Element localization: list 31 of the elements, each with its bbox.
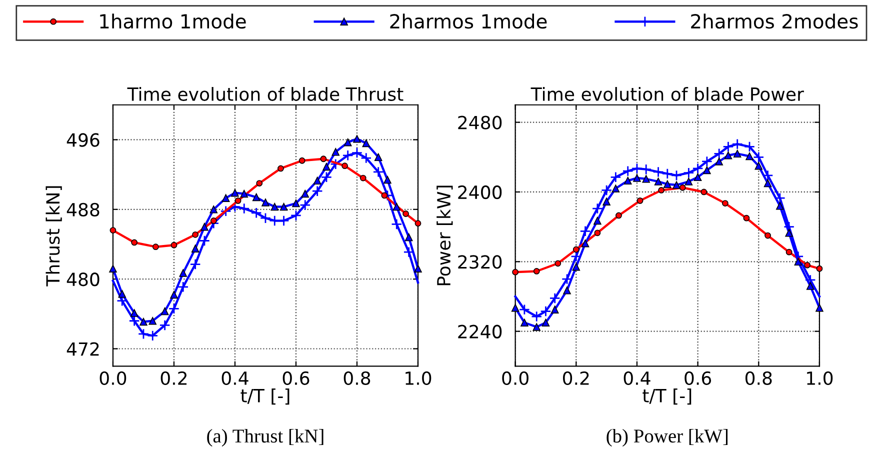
x-tick-label: 1.0 — [807, 371, 833, 386]
x-tick-label: 0.8 — [745, 371, 772, 386]
x-tick-label: 0.0 — [502, 371, 528, 386]
x-tick-label: 0.6 — [282, 371, 310, 386]
y-tick-label: 496 — [66, 133, 100, 147]
y-tick-label: 2240 — [458, 324, 502, 338]
x-axis-title: t/T [-] — [642, 388, 692, 405]
x-tick-label: 0.8 — [344, 371, 370, 386]
text: (a) Thrust [kN] — [207, 428, 324, 447]
x-tick-label: 0.2 — [160, 371, 187, 386]
x-tick-label: 0.2 — [562, 371, 589, 386]
x-tick-label: 0.4 — [624, 371, 650, 386]
x-tick-label: 0.0 — [100, 371, 126, 386]
y-tick-label: 2320 — [458, 255, 502, 269]
y-axis-title: Thrust [kN] — [46, 186, 62, 286]
x-axis-title: t/T [-] — [240, 388, 290, 405]
legend-label: 2harmos 1mode — [390, 14, 547, 29]
x-tick-label: 0.4 — [222, 371, 248, 386]
y-tick-label: 488 — [66, 202, 100, 217]
y-tick-label: 472 — [66, 342, 99, 356]
x-tick-label: 0.6 — [684, 371, 712, 386]
y-tick-label: 2480 — [458, 116, 502, 130]
chart-title: Time evolution of blade Power — [530, 86, 804, 101]
y-tick-label: 480 — [66, 272, 100, 286]
x-tick-label: 1.0 — [406, 371, 432, 386]
chart-title: Time evolution of blade Thrust — [127, 86, 404, 101]
text: (b) Power [kW] — [606, 428, 728, 447]
legend-label: 1harmo 1mode — [100, 14, 246, 29]
y-axis-title: Power [kW] — [436, 186, 453, 286]
y-tick-label: 2400 — [458, 185, 502, 200]
legend-label: 2harmos 2modes — [691, 14, 858, 29]
